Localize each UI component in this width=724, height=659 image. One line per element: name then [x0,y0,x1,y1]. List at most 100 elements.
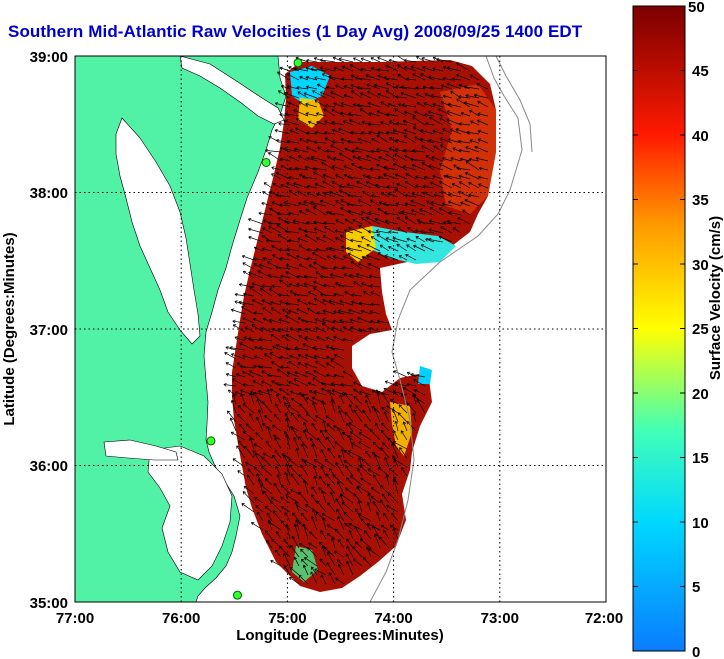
x-tick-label: 76:00 [162,610,200,627]
velocity-arrow [360,210,372,216]
velocity-arrow [256,398,264,414]
velocity-arrow [354,541,363,549]
velocity-arrow [359,108,372,117]
velocity-arrow [357,262,372,270]
y-tick-label: 37:00 [30,322,68,339]
velocity-arrow [320,574,327,585]
velocity-arrow [232,324,246,333]
velocity-arrow [370,236,381,243]
velocity-arrow [316,500,327,513]
velocity-arrow [311,396,327,405]
velocity-arrow [448,192,462,198]
velocity-arrow [263,182,273,189]
velocity-arrow [404,216,417,225]
velocity-arrow [304,234,318,243]
velocity-arrow [367,468,381,477]
velocity-arrow [357,485,372,495]
velocity-arrow [406,244,417,252]
velocity-arrow [322,235,336,243]
velocity-arrow [305,397,318,405]
velocity-arrow [385,64,399,72]
velocity-arrow [283,552,291,567]
velocity-arrow [309,531,318,540]
colorbar-tick-label: 50 [688,0,705,16]
velocity-arrow [347,175,363,180]
velocity-arrow [279,157,291,162]
velocity-arrow [335,577,345,585]
velocity-arrow [473,93,489,99]
velocity-arrow [404,202,417,207]
velocity-arrow [357,137,372,144]
velocity-arrow [294,147,309,153]
velocity-arrow [342,326,354,333]
velocity-arrow [361,236,372,243]
velocity-arrow [379,536,390,549]
velocity-arrow [288,190,300,198]
velocity-arrow [370,496,381,504]
velocity-arrow [248,271,264,279]
velocity-arrow [264,415,273,423]
velocity-arrow [285,417,291,432]
velocity-arrow [334,174,345,180]
velocity-arrow [262,452,273,459]
velocity-arrow [248,235,264,243]
velocity-arrow [326,255,336,261]
velocity-arrow [388,136,399,144]
velocity-arrow [305,146,318,153]
velocity-arrow [376,147,390,153]
velocity-arrow [332,255,345,261]
velocity-arrow [260,484,273,495]
velocity-arrow [343,273,354,279]
velocity-arrow [325,247,336,252]
velocity-arrow [356,467,363,477]
velocity-arrow [324,120,336,126]
velocity-arrow [340,199,354,207]
velocity-arrow [477,129,489,135]
velocity-arrow [331,140,345,144]
velocity-arrow [464,172,480,180]
velocity-arrow [392,390,408,396]
velocity-arrow [316,336,327,342]
velocity-arrow [392,129,408,135]
velocity-arrow [366,154,381,162]
velocity-arrow [329,273,345,279]
velocity-arrow [380,121,390,126]
velocity-arrow [310,155,327,162]
velocity-arrow [349,118,363,126]
velocity-arrow [465,146,480,153]
velocity-arrow [326,423,336,432]
velocity-arrow [388,120,399,126]
velocity-arrow [234,336,246,342]
velocity-arrow [346,477,354,486]
velocity-arrow [272,254,282,261]
velocity-arrow [370,57,381,63]
velocity-arrow [335,200,345,207]
velocity-arrow [446,219,462,225]
velocity-arrow [280,183,291,189]
velocity-arrow [403,135,417,144]
velocity-arrow [428,228,444,234]
velocity-arrow [432,174,444,180]
velocity-arrow [302,175,318,180]
velocity-arrow [326,532,336,540]
velocity-arrow [370,194,381,198]
velocity-arrow [260,465,273,477]
velocity-arrow [298,335,309,342]
velocity-arrow [404,193,417,198]
velocity-arrow [296,118,309,126]
velocity-arrow [344,218,354,225]
velocity-arrow [349,318,363,324]
velocity-arrow [446,82,462,90]
velocity-arrow [328,75,345,81]
velocity-arrow [368,548,381,558]
velocity-arrow [238,440,246,450]
velocity-arrow [312,346,327,351]
velocity-arrow [374,217,390,225]
velocity-arrow [369,274,381,279]
velocity-arrow [380,447,390,459]
velocity-arrow [451,183,462,189]
velocity-arrow [285,334,300,342]
velocity-arrow [324,137,336,144]
colorbar-tick-label: 10 [692,515,709,532]
velocity-arrow [448,211,462,216]
